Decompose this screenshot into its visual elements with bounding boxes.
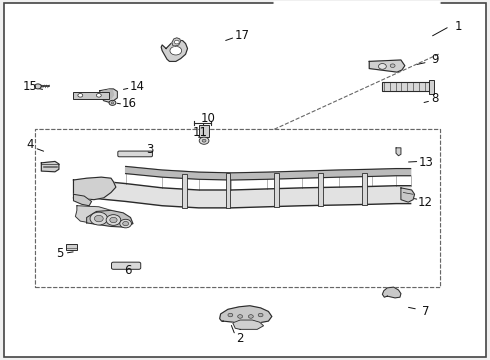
Text: 14: 14 xyxy=(129,80,145,93)
Circle shape xyxy=(202,139,206,142)
Circle shape xyxy=(95,215,103,222)
Text: 5: 5 xyxy=(56,247,64,260)
Polygon shape xyxy=(75,206,116,224)
Circle shape xyxy=(199,137,209,144)
Circle shape xyxy=(228,313,233,317)
Circle shape xyxy=(109,100,116,105)
Bar xyxy=(34,129,440,287)
Polygon shape xyxy=(382,287,401,298)
FancyBboxPatch shape xyxy=(118,151,152,157)
Polygon shape xyxy=(103,90,114,99)
Text: 15: 15 xyxy=(22,80,37,93)
Text: 11: 11 xyxy=(193,126,208,139)
Bar xyxy=(182,174,187,208)
Text: 16: 16 xyxy=(122,97,137,110)
Text: 8: 8 xyxy=(431,92,439,105)
Circle shape xyxy=(170,46,182,55)
Text: 1: 1 xyxy=(455,20,462,33)
Polygon shape xyxy=(74,180,411,208)
Text: 4: 4 xyxy=(26,139,33,152)
Polygon shape xyxy=(396,148,401,156)
Polygon shape xyxy=(274,1,440,129)
Polygon shape xyxy=(41,161,59,172)
Polygon shape xyxy=(74,177,116,200)
Circle shape xyxy=(390,64,395,67)
Bar xyxy=(66,244,77,249)
Bar xyxy=(274,173,279,207)
Circle shape xyxy=(97,94,101,97)
Polygon shape xyxy=(87,210,133,227)
Circle shape xyxy=(238,315,243,318)
Circle shape xyxy=(258,313,263,317)
Text: 17: 17 xyxy=(235,29,250,42)
FancyBboxPatch shape xyxy=(112,262,141,269)
Circle shape xyxy=(34,84,41,89)
Polygon shape xyxy=(172,38,181,46)
Bar xyxy=(382,82,430,91)
Text: 7: 7 xyxy=(421,305,429,318)
Bar xyxy=(362,173,367,205)
Bar xyxy=(225,173,230,208)
Circle shape xyxy=(378,64,386,69)
Polygon shape xyxy=(220,306,272,324)
Circle shape xyxy=(78,94,83,97)
Bar xyxy=(74,92,109,99)
Circle shape xyxy=(111,102,114,104)
Text: 9: 9 xyxy=(431,54,439,67)
Polygon shape xyxy=(100,89,117,102)
Text: 12: 12 xyxy=(418,195,433,209)
Circle shape xyxy=(122,221,128,226)
Text: 13: 13 xyxy=(419,156,434,168)
Polygon shape xyxy=(233,320,264,329)
Polygon shape xyxy=(74,194,92,206)
Text: 3: 3 xyxy=(147,143,154,156)
Circle shape xyxy=(174,40,179,44)
Text: 10: 10 xyxy=(201,112,216,125)
Bar xyxy=(199,125,209,137)
Polygon shape xyxy=(401,188,415,202)
Text: 2: 2 xyxy=(236,333,244,346)
Circle shape xyxy=(90,212,108,225)
Polygon shape xyxy=(369,60,405,72)
Text: 6: 6 xyxy=(124,264,132,276)
Polygon shape xyxy=(125,166,411,180)
Circle shape xyxy=(110,217,117,223)
Circle shape xyxy=(120,219,131,228)
Bar xyxy=(318,173,323,206)
Bar xyxy=(34,129,440,287)
Circle shape xyxy=(248,315,253,318)
Circle shape xyxy=(106,215,121,225)
Bar xyxy=(429,80,434,94)
Polygon shape xyxy=(161,40,188,62)
